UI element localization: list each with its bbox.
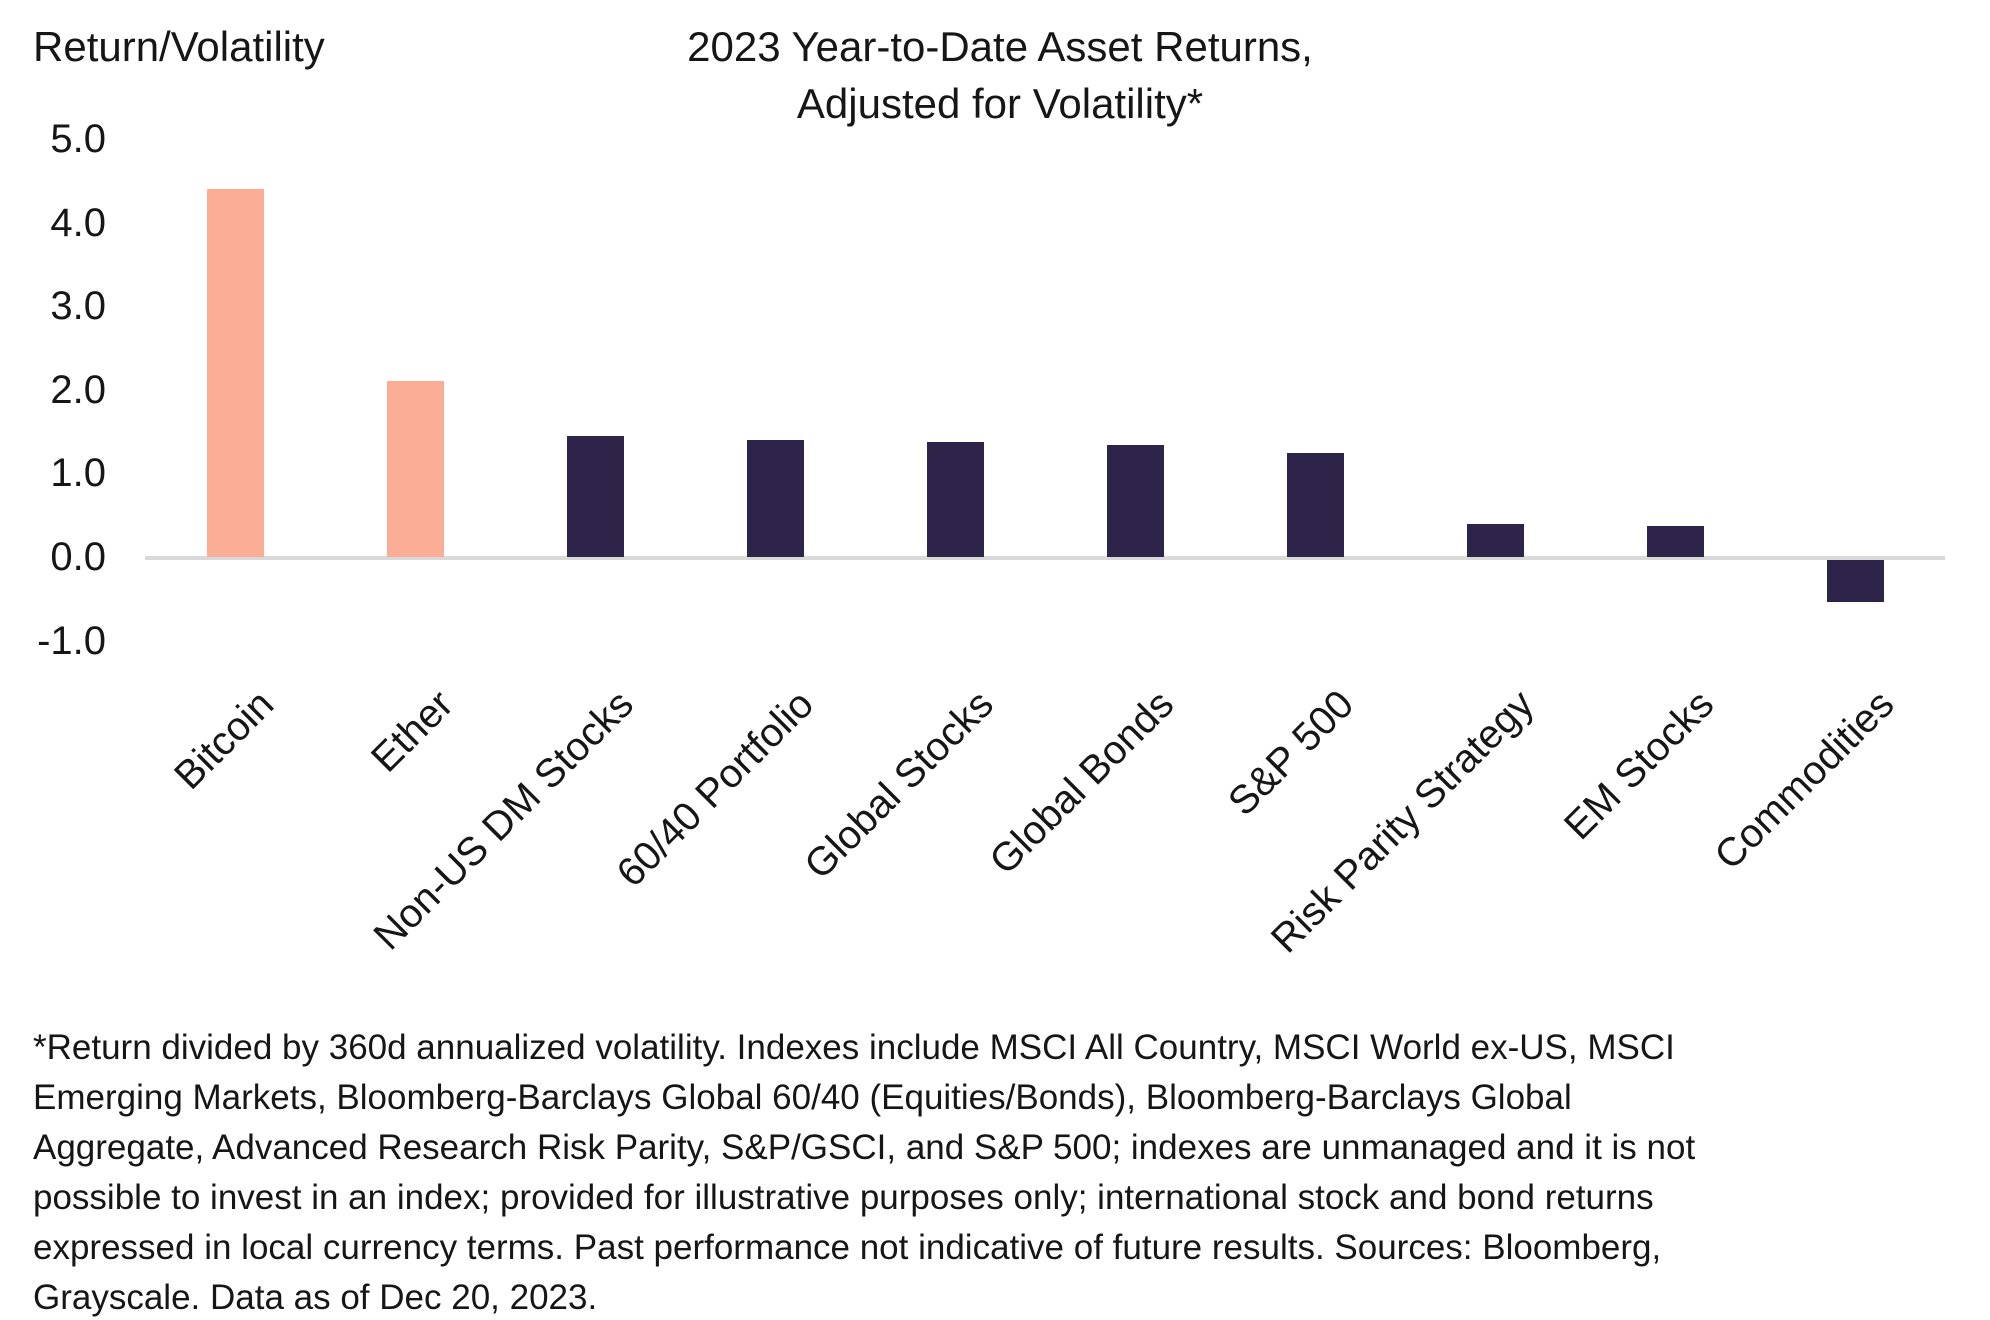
footnote: *Return divided by 360d annualized volat… bbox=[33, 1023, 1695, 1320]
bar-s-p-500 bbox=[1286, 452, 1344, 557]
y-tick-label-1-0: 1.0 bbox=[50, 451, 106, 496]
bar-em-stocks bbox=[1646, 526, 1704, 557]
x-category-label-s-p-500: S&P 500 bbox=[1219, 682, 1363, 825]
x-category-label-global-stocks: Global Stocks bbox=[796, 682, 1003, 888]
x-category-label-global-bonds: Global Bonds bbox=[981, 682, 1183, 883]
x-axis-zero-line bbox=[145, 556, 1945, 560]
chart-title-line-2: Adjusted for Volatility* bbox=[796, 80, 1204, 127]
bar-60-40-portfolio bbox=[746, 439, 804, 557]
y-tick-label-4-0: 4.0 bbox=[50, 200, 106, 245]
footnote-line: possible to invest in an index; provided… bbox=[33, 1178, 1654, 1217]
x-category-label-em-stocks: EM Stocks bbox=[1555, 682, 1723, 849]
y-tick-label-3-0: 3.0 bbox=[50, 284, 106, 329]
footnote-line: *Return divided by 360d annualized volat… bbox=[33, 1028, 1675, 1067]
x-category-label-ether: Ether bbox=[363, 682, 463, 781]
bar-bitcoin bbox=[206, 189, 264, 557]
y-tick-label-2-0: 2.0 bbox=[50, 367, 106, 412]
bar-global-stocks bbox=[926, 442, 984, 557]
y-axis-title: Return/Volatility bbox=[33, 23, 325, 70]
bar-commodities bbox=[1826, 560, 1884, 602]
bar-risk-parity-strategy bbox=[1466, 523, 1524, 557]
chart-title: 2023 Year-to-Date Asset Returns, Adjuste… bbox=[500, 18, 1500, 132]
x-category-label-commodities: Commodities bbox=[1705, 682, 1903, 879]
footnote-line: expressed in local currency terms. Past … bbox=[33, 1228, 1662, 1267]
chart-title-line-1: 2023 Year-to-Date Asset Returns, bbox=[687, 23, 1313, 70]
y-tick-label-0-0: 0.0 bbox=[50, 535, 106, 579]
bar-non-us-dm-stocks bbox=[566, 435, 624, 557]
footnote-line: Grayscale. Data as of Dec 20, 2023. bbox=[33, 1278, 598, 1317]
y-tick-label-1-0: -1.0 bbox=[37, 618, 106, 663]
footnote-line: Aggregate, Advanced Research Risk Parity… bbox=[33, 1128, 1696, 1167]
x-category-label-bitcoin: Bitcoin bbox=[166, 682, 283, 799]
footnote-line: Emerging Markets, Bloomberg-Barclays Glo… bbox=[33, 1078, 1572, 1117]
y-tick-label-5-0: 5.0 bbox=[50, 117, 106, 161]
bar-global-bonds bbox=[1106, 444, 1164, 557]
bar-ether bbox=[386, 381, 444, 557]
